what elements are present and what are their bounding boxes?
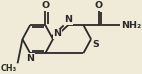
Text: O: O [41, 1, 49, 10]
Text: N: N [26, 54, 34, 63]
Text: S: S [92, 40, 99, 49]
Text: NH₂: NH₂ [121, 21, 141, 30]
Text: N: N [54, 30, 61, 38]
Text: O: O [95, 1, 103, 10]
Text: N: N [64, 15, 72, 24]
Text: CH₃: CH₃ [0, 64, 16, 73]
